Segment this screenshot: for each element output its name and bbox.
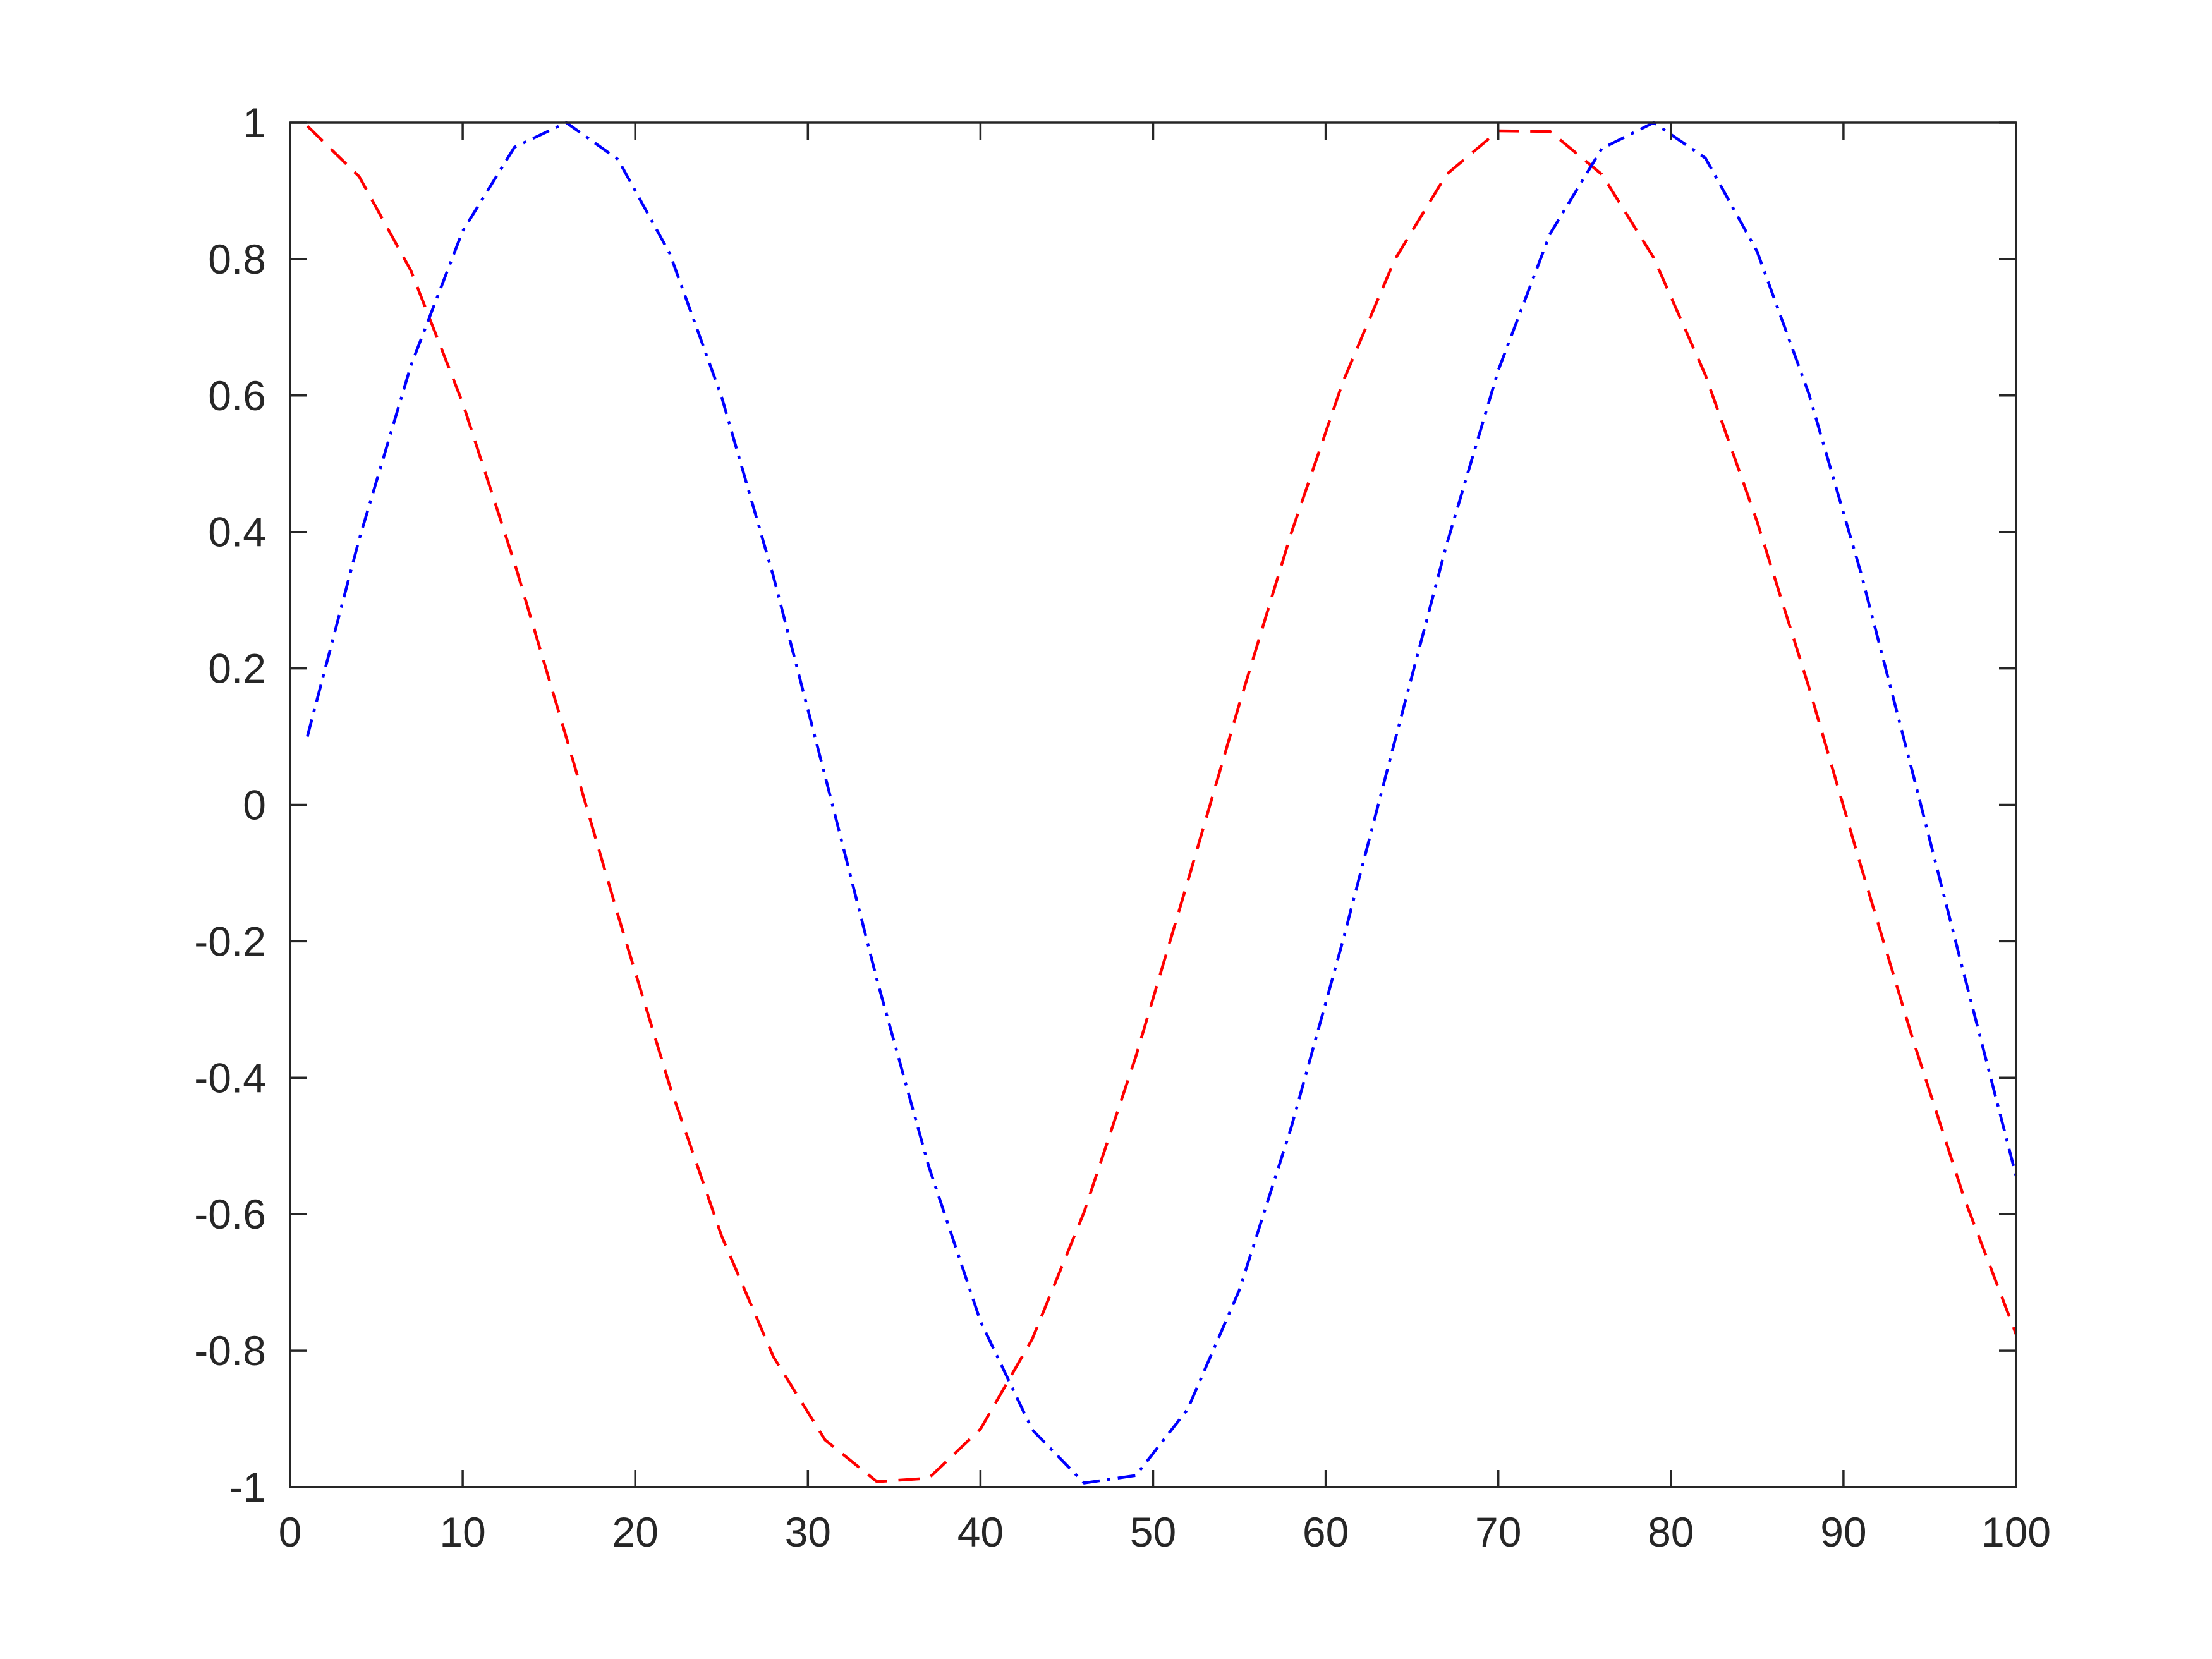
x-axis-tick-labels: 0 10 20 30 40 50 60 70 80 90 100 xyxy=(279,1509,2051,1555)
x-tick-label: 10 xyxy=(439,1509,485,1555)
y-tick-label: 0.8 xyxy=(208,236,266,283)
x-tick-label: 70 xyxy=(1475,1509,1521,1555)
x-tick-label: 50 xyxy=(1130,1509,1176,1555)
y-tick-label: -0.6 xyxy=(194,1191,266,1237)
series-line-1 xyxy=(306,125,2018,1483)
y-tick-label: 0.2 xyxy=(208,645,266,692)
tick-marks xyxy=(289,121,2017,1488)
y-tick-label: 0 xyxy=(243,782,266,829)
x-tick-label: 60 xyxy=(1303,1509,1349,1555)
x-tick-label: 100 xyxy=(1981,1509,2051,1555)
y-tick-label: 0.4 xyxy=(208,509,266,556)
x-tick-label: 20 xyxy=(612,1509,658,1555)
y-axis-tick-labels: -1 -0.8 -0.6 -0.4 -0.2 0 0.2 0.4 0.6 0.8 1 xyxy=(194,99,266,1510)
x-tick-label: 80 xyxy=(1648,1509,1694,1555)
y-tick-label: -0.8 xyxy=(194,1327,266,1374)
y-tick-label: 1 xyxy=(243,99,266,146)
x-tick-label: 90 xyxy=(1820,1509,1866,1555)
y-tick-label: -0.2 xyxy=(194,918,266,964)
x-tick-label: 0 xyxy=(279,1509,302,1555)
x-tick-label: 40 xyxy=(957,1509,1004,1555)
x-tick-label: 30 xyxy=(785,1509,831,1555)
y-tick-label: -0.4 xyxy=(194,1054,266,1101)
y-tick-label: 0.6 xyxy=(208,372,266,419)
y-tick-label: -1 xyxy=(229,1464,266,1510)
plot-area xyxy=(306,121,2018,1485)
